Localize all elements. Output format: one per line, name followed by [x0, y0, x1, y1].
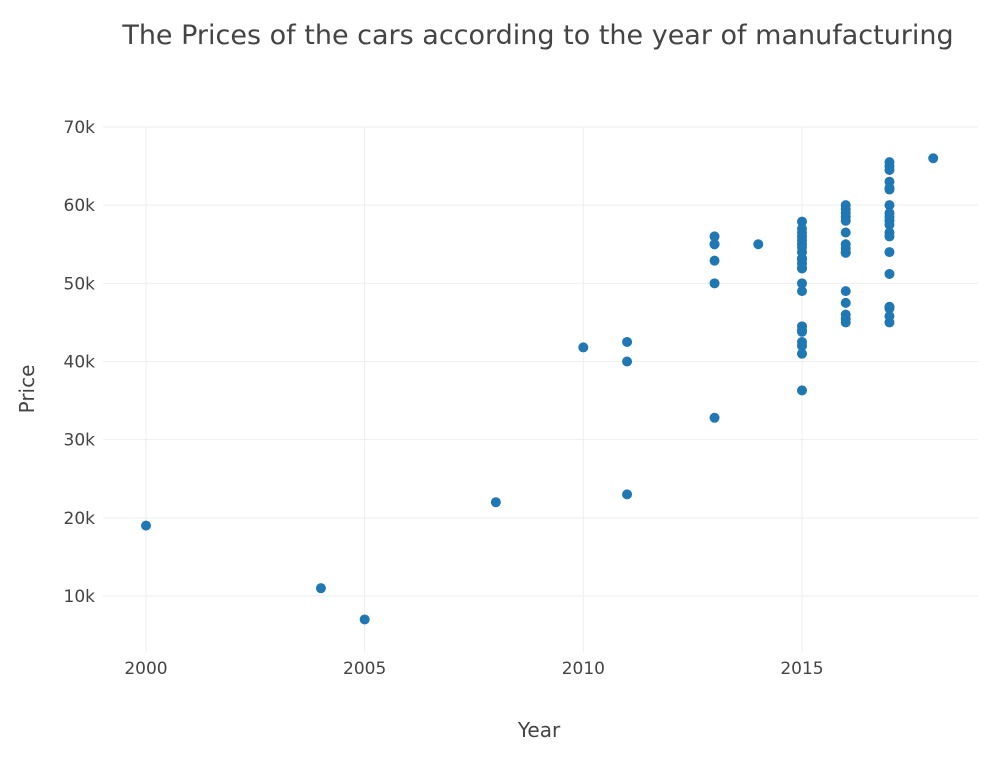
- data-point[interactable]: [884, 317, 895, 328]
- data-point[interactable]: [797, 348, 807, 359]
- data-point[interactable]: [840, 317, 851, 328]
- data-point[interactable]: [709, 412, 720, 423]
- data-point[interactable]: [709, 239, 720, 250]
- data-point[interactable]: [797, 286, 807, 297]
- data-point[interactable]: [884, 219, 895, 230]
- x-axis-title: Year: [517, 718, 561, 742]
- data-point[interactable]: [884, 200, 895, 211]
- data-point[interactable]: [797, 242, 807, 253]
- data-point[interactable]: [797, 326, 807, 337]
- data-point[interactable]: [359, 614, 370, 625]
- y-axis-ticks: 10k 20k 30k 40k 50k 60k 70k: [64, 118, 96, 607]
- data-point[interactable]: [797, 385, 807, 396]
- data-point[interactable]: [709, 278, 720, 289]
- data-point[interactable]: [141, 520, 151, 531]
- y-tick-label: 30k: [64, 431, 96, 451]
- data-point[interactable]: [840, 207, 851, 218]
- x-tick-label: 2010: [562, 659, 605, 679]
- y-tick-label: 20k: [64, 509, 96, 529]
- data-points: [141, 153, 939, 625]
- data-point[interactable]: [797, 253, 807, 264]
- data-point[interactable]: [490, 497, 501, 508]
- data-point[interactable]: [797, 340, 807, 351]
- data-point[interactable]: [884, 247, 895, 258]
- y-tick-label: 60k: [64, 196, 96, 216]
- y-tick-label: 10k: [64, 587, 96, 607]
- y-tick-label: 40k: [64, 353, 96, 373]
- data-point[interactable]: [840, 227, 851, 238]
- data-point[interactable]: [578, 342, 589, 353]
- data-point[interactable]: [840, 297, 851, 308]
- data-point[interactable]: [753, 239, 764, 250]
- data-point[interactable]: [622, 489, 633, 500]
- data-point[interactable]: [840, 247, 851, 258]
- data-point[interactable]: [884, 182, 895, 193]
- data-point[interactable]: [797, 216, 807, 227]
- chart-title: The Prices of the cars according to the …: [121, 20, 953, 51]
- y-tick-label: 50k: [64, 274, 96, 294]
- y-axis-title: Price: [15, 365, 39, 414]
- data-point[interactable]: [884, 164, 895, 175]
- data-point[interactable]: [797, 227, 807, 238]
- x-tick-label: 2015: [780, 659, 823, 679]
- data-point[interactable]: [840, 286, 851, 297]
- data-point[interactable]: [884, 231, 895, 242]
- data-point[interactable]: [709, 255, 720, 266]
- data-point[interactable]: [797, 278, 807, 289]
- data-point[interactable]: [840, 215, 851, 226]
- x-tick-label: 2005: [343, 659, 386, 679]
- y-tick-label: 70k: [64, 118, 96, 138]
- grid-lines: [103, 126, 978, 652]
- x-tick-label: 2000: [124, 659, 167, 679]
- data-point[interactable]: [709, 231, 720, 242]
- x-axis-ticks: 2000 2005 2010 2015: [124, 659, 823, 679]
- data-point[interactable]: [797, 263, 807, 274]
- data-point[interactable]: [884, 303, 895, 314]
- data-point[interactable]: [622, 336, 633, 347]
- data-point[interactable]: [884, 268, 895, 279]
- data-point[interactable]: [315, 583, 326, 594]
- data-point[interactable]: [928, 153, 939, 164]
- data-point[interactable]: [622, 356, 633, 367]
